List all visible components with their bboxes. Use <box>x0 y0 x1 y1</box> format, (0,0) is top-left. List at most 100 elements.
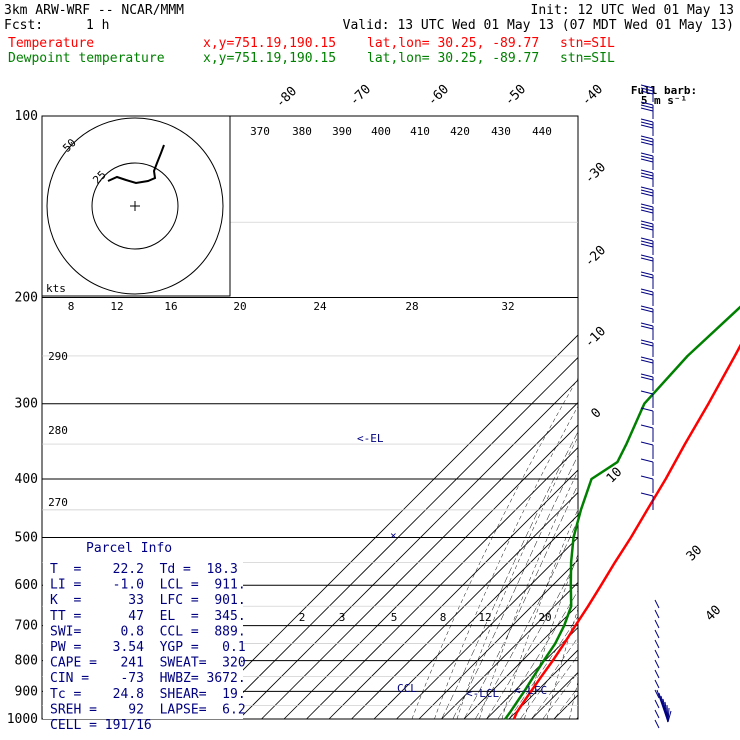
dry-adiabat-line <box>411 377 578 719</box>
mixing-ratio-labels: 2 3 5 8 12 20 <box>299 611 552 624</box>
wind-barb-flag <box>640 441 654 446</box>
wind-barb-flag <box>640 203 654 208</box>
temperature-xy: x,y=751.19,190.15 <box>203 36 336 51</box>
isotherm-line <box>351 491 578 719</box>
wind-barb-flag <box>640 226 654 231</box>
isotherm-label-m40: -40 <box>579 82 606 109</box>
el-marker: <-EL <box>357 432 384 445</box>
parcel-info-row: TT = 47 EL = 345. <box>50 609 246 624</box>
wind-barb-flag <box>640 458 654 463</box>
theta-e-420: 420 <box>450 125 470 138</box>
dewpoint-legend: Dewpoint temperature <box>8 51 165 66</box>
wind-barb-low <box>654 669 660 679</box>
dry-adiabat-line <box>546 608 578 719</box>
isotherm-label-m60: -60 <box>425 82 452 109</box>
wind-barb-flag <box>640 376 654 381</box>
wind-barb-flag <box>640 209 654 214</box>
hodograph-ring-outer <box>46 117 224 295</box>
wind-barb-flag <box>640 424 654 429</box>
level-markers: <-EL CCL <-LCL <-LFC × <box>357 432 547 700</box>
isotherm-line <box>463 604 578 719</box>
wind-barb-flag <box>640 220 654 225</box>
speed-scale: 8 12 16 20 24 28 32 <box>68 300 515 313</box>
isotherm-label-m70: -70 <box>347 82 374 109</box>
isotherm-line <box>441 581 578 719</box>
wind-barb-low <box>654 619 660 629</box>
wind-barb-flag <box>640 206 654 211</box>
wind-barb-flag <box>640 84 654 89</box>
mixing-ratio-8: 8 <box>440 611 447 624</box>
dry-adiabat-line <box>434 405 578 719</box>
hodograph-unit: kts <box>46 282 66 295</box>
isotherm-line <box>238 379 578 719</box>
wind-barb-flag <box>640 325 654 330</box>
wind-barb-flag <box>640 155 654 160</box>
wind-barb-flag <box>640 169 654 174</box>
valid-time: Valid: 13 UTC Wed 01 May 13 (07 MDT Wed … <box>343 18 734 33</box>
pressure-label-400: 400 <box>15 472 38 487</box>
parcel-info-background <box>43 538 243 719</box>
forecast-label: Fcst: <box>4 18 43 33</box>
wind-barb-flag <box>640 240 654 245</box>
speed-12: 12 <box>110 300 123 313</box>
dry-adiabat-line <box>704 116 740 719</box>
theta-270: 270 <box>48 496 68 509</box>
isotherm-line <box>373 514 578 719</box>
speed-16: 16 <box>164 300 177 313</box>
temperature-station: stn=SIL <box>560 36 615 51</box>
top-isotherm-labels: -80 -70 -60 -50 -40 <box>273 82 606 111</box>
wind-barb-flag <box>640 223 654 228</box>
parcel-cross-marker: × <box>390 529 397 542</box>
pressure-label-900: 900 <box>15 684 38 699</box>
temperature-trace <box>512 343 740 720</box>
wind-barb-flag <box>640 90 654 95</box>
wind-barb-flag <box>640 342 654 347</box>
sounding-traces <box>504 305 740 720</box>
wind-barb-flag <box>640 243 654 248</box>
moist-adiabat-line <box>441 431 578 719</box>
wind-barb-flag <box>640 87 654 92</box>
wind-barb-low <box>654 629 660 639</box>
wind-barb-low <box>654 699 660 709</box>
wind-barb-flag <box>640 158 654 163</box>
theta-e-400: 400 <box>371 125 391 138</box>
isotherm-line <box>306 446 578 719</box>
isotherm-line <box>508 649 578 719</box>
wind-barb-flag <box>640 359 654 364</box>
wind-barb-low <box>654 709 660 719</box>
wind-barb-flag <box>640 121 654 126</box>
wind-barb-flag <box>640 175 654 180</box>
speed-24: 24 <box>313 300 327 313</box>
dry-adiabat-line <box>727 116 740 719</box>
dewpoint-trace <box>504 305 740 720</box>
speed-20: 20 <box>233 300 246 313</box>
theta-e-430: 430 <box>491 125 511 138</box>
hodograph: 25 50 kts <box>41 115 231 297</box>
wind-barb-flag <box>640 186 654 191</box>
theta-e-390: 390 <box>332 125 352 138</box>
isotherm-label-0: 0 <box>588 405 604 421</box>
isotherm-line <box>328 469 578 719</box>
parcel-info-row: T = 22.2 Td = 18.3 <box>50 562 238 577</box>
theta-e-410: 410 <box>410 125 430 138</box>
mixing-ratio-20: 20 <box>538 611 551 624</box>
isotherm-label-m80: -80 <box>273 84 300 111</box>
wind-barb-flag <box>640 291 654 296</box>
wind-barb-flag <box>640 101 654 106</box>
lfc-marker: <-LFC <box>514 684 547 697</box>
wind-barb-flag <box>640 138 654 143</box>
parcel-info-row: PW = 3.54 YGP = 0.1 <box>50 640 246 655</box>
wind-barb-low <box>654 599 660 609</box>
pressure-label-500: 500 <box>15 530 38 545</box>
wind-barb-low <box>654 609 660 619</box>
parcel-info-rows: T = 22.2 Td = 18.3LI = -1.0 LCL = 911.K … <box>50 562 246 733</box>
pressure-label-1000: 1000 <box>7 712 38 727</box>
dewpoint-xy: x,y=751.19,190.15 <box>203 51 336 66</box>
isotherm-line <box>486 626 578 719</box>
wind-barbs <box>640 84 672 729</box>
mixing-ratio-12: 12 <box>478 611 491 624</box>
dry-adiabat-line <box>501 508 578 719</box>
isotherm-line <box>261 401 578 719</box>
isotherm-label-m20: -20 <box>582 243 609 270</box>
dewpoint-latlon: lat,lon= 30.25, -89.77 <box>367 51 539 66</box>
